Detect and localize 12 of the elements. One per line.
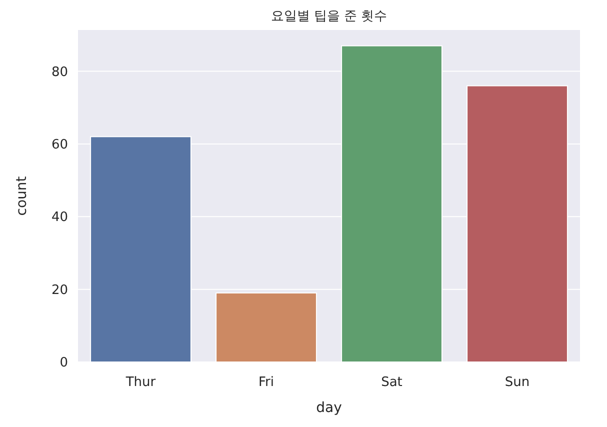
x-axis-title: day bbox=[316, 400, 342, 416]
y-tick-label: 80 bbox=[51, 64, 68, 80]
x-tick-label: Sat bbox=[381, 375, 402, 390]
y-tick-label: 20 bbox=[51, 282, 68, 298]
y-axis-title: count bbox=[14, 176, 30, 216]
y-tick-label: 40 bbox=[51, 210, 68, 226]
y-tick-label: 0 bbox=[60, 356, 68, 371]
x-tick-label: Thur bbox=[124, 375, 156, 390]
chart-title: 요일별 팁을 준 횟수 bbox=[270, 9, 388, 24]
y-tick-label: 60 bbox=[51, 137, 68, 152]
x-tick-label: Fri bbox=[258, 375, 274, 390]
x-tick-label: Sun bbox=[504, 375, 530, 390]
